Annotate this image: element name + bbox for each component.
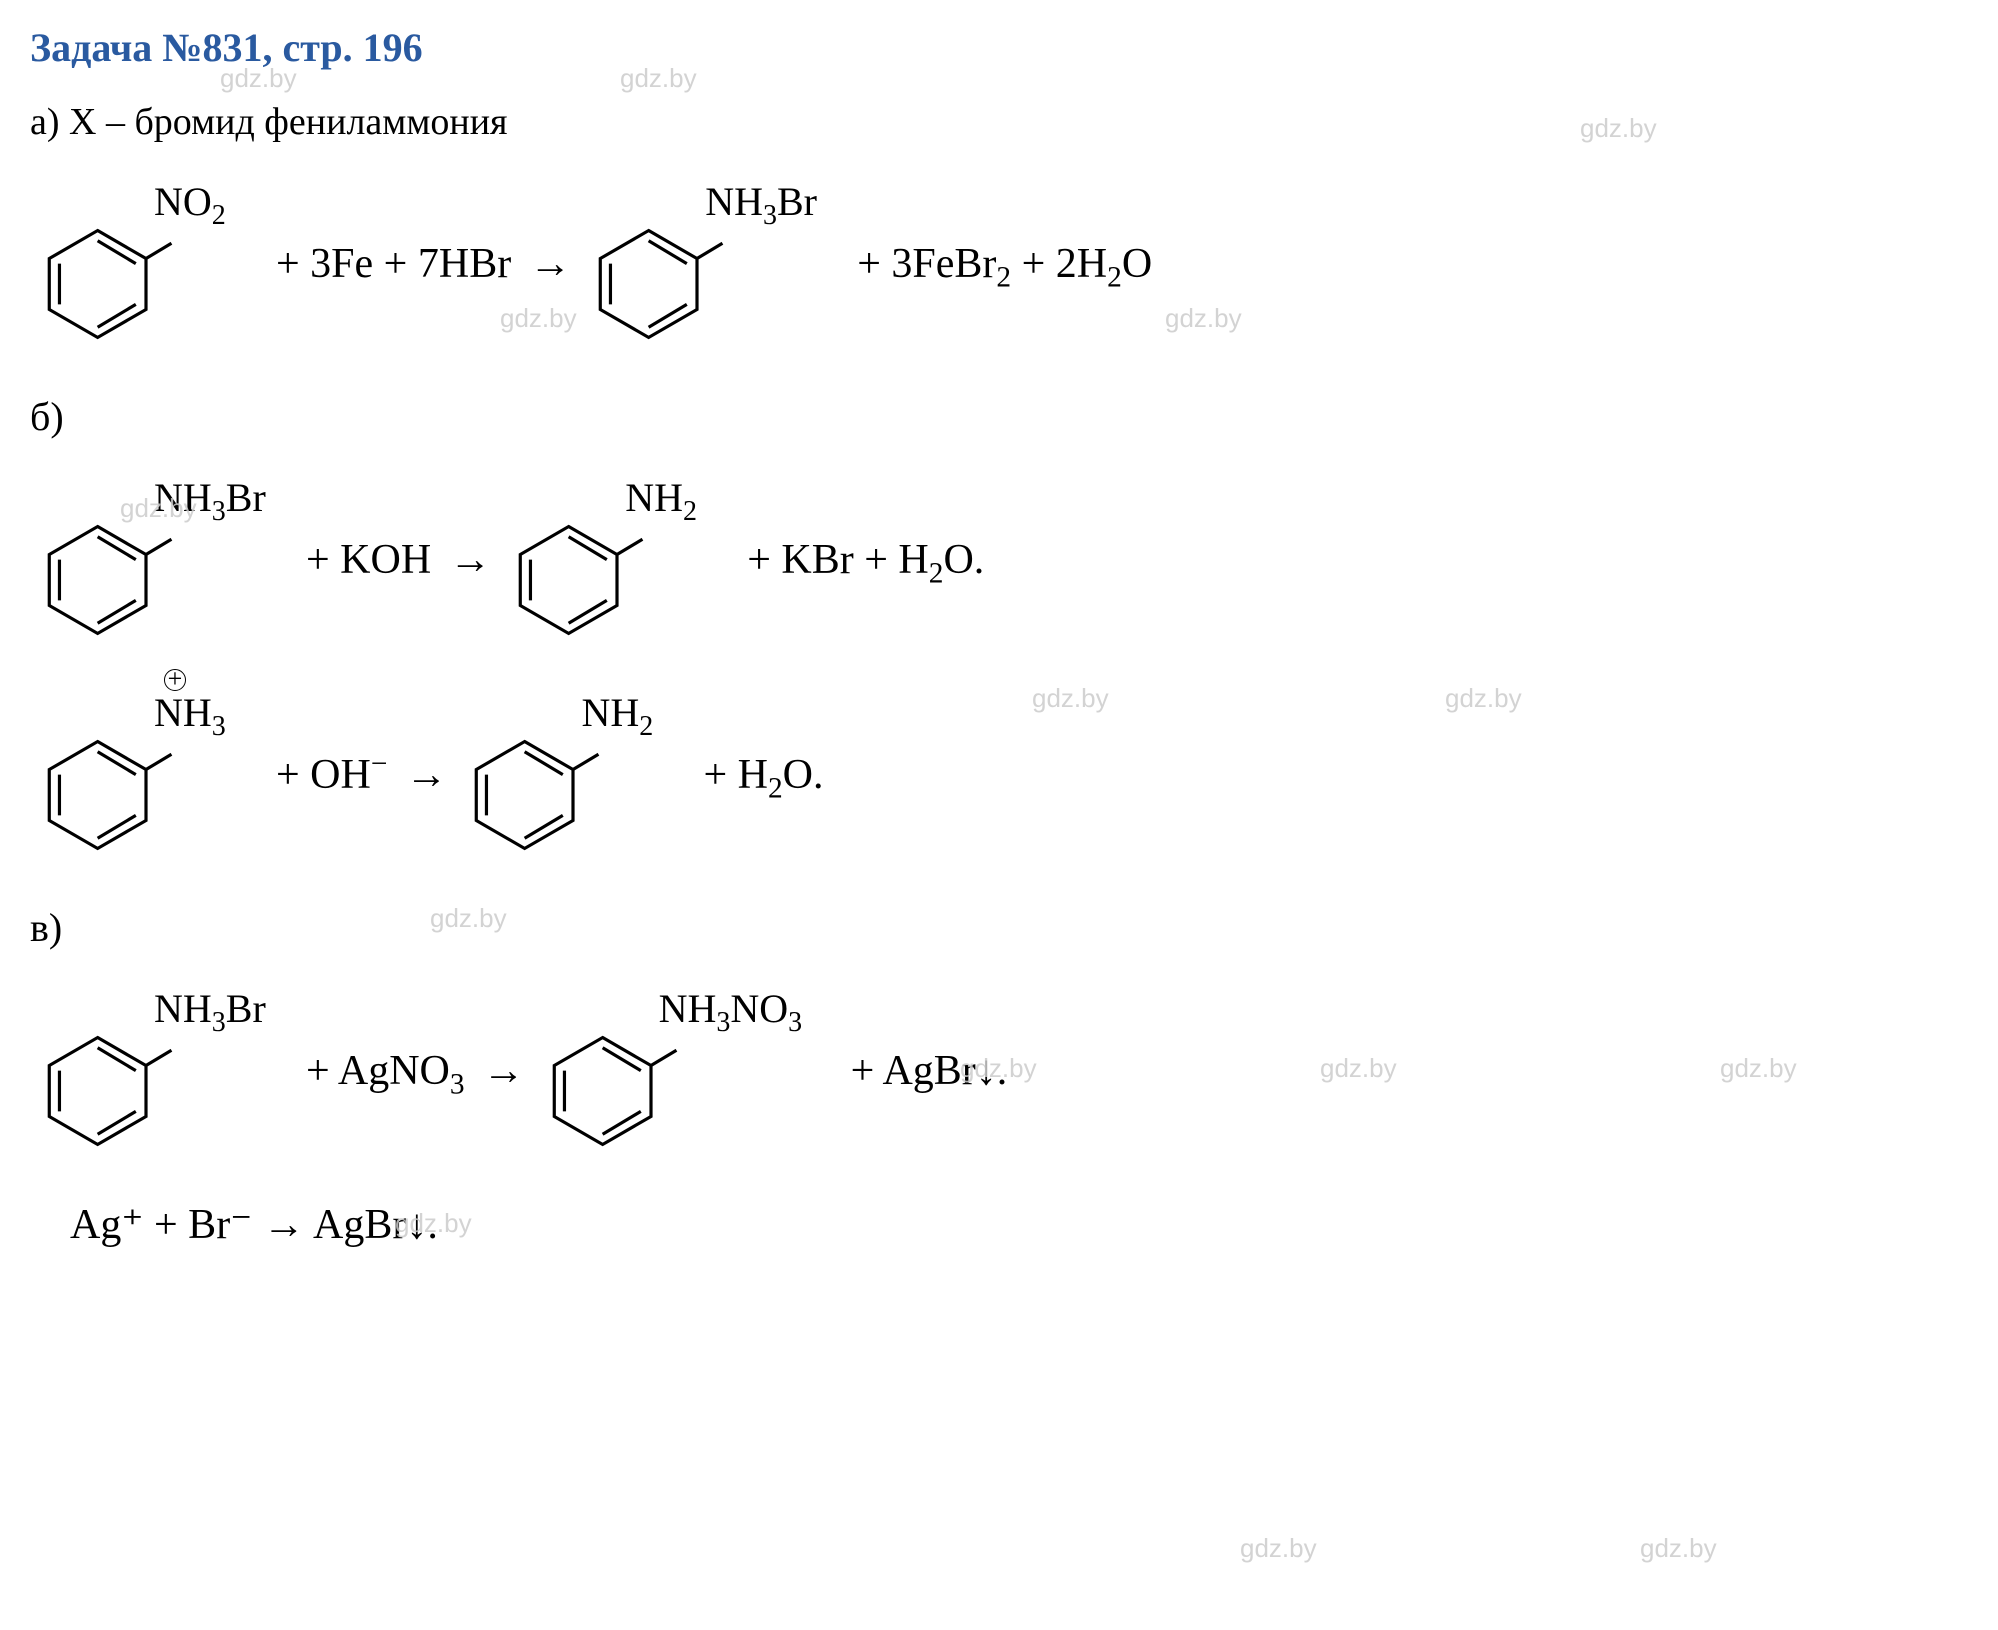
reaction-text: + H2O. — [703, 746, 823, 805]
benzene-ring-icon — [461, 725, 601, 865]
benzene-nh2: NH2 — [461, 685, 691, 865]
page-title: Задача №831, стр. 196 — [30, 20, 1968, 76]
benzene-nh2: NH2 — [505, 470, 735, 650]
arrow-icon: → — [405, 746, 447, 805]
benzene-ring-icon — [505, 510, 645, 650]
benzene-ring-icon — [585, 214, 725, 354]
equation-b2: + NH3 + OH− → NH2 + H2O. — [30, 685, 1968, 865]
section-c-label: в) — [30, 900, 1968, 956]
substituent-label: NH3 — [154, 685, 226, 741]
page-root: Задача №831, стр. 196 а) X – бромид фени… — [0, 0, 1998, 1630]
benzene-nh3-cation: + NH3 — [34, 685, 264, 865]
equation-c2: Ag⁺ + Br⁻ → AgBr↓. — [70, 1196, 1968, 1255]
benzene-ring-icon — [34, 214, 174, 354]
substituent-label: NH3Br — [154, 470, 266, 526]
equation-a: NO2 + 3Fe + 7HBr → NH3Br + 3FeBr2 + 2H2O — [30, 174, 1968, 354]
substituent-label: NH3Br — [154, 981, 266, 1037]
reaction-text: + 3FeBr2 + 2H2O — [857, 235, 1152, 294]
benzene-nh3br: NH3Br — [585, 174, 845, 354]
equation-c1: NH3Br + AgNO3 → NH3NO3 + AgBr↓. — [30, 981, 1968, 1161]
watermark-text: gdz.by — [1240, 1530, 1317, 1566]
reaction-text: + 3Fe + 7HBr — [276, 235, 511, 294]
reaction-text: + AgNO3 — [306, 1042, 465, 1101]
substituent-label: NH2 — [581, 685, 653, 741]
substituent-label: NH3Br — [705, 174, 817, 230]
arrow-icon: → — [529, 235, 571, 294]
equation-b1: NH3Br + KOH → NH2 + KBr + H2O. — [30, 470, 1968, 650]
reaction-text: + AgBr↓. — [851, 1042, 1008, 1101]
arrow-icon: → — [483, 1042, 525, 1101]
benzene-nh3br: NH3Br — [34, 981, 294, 1161]
reaction-text: + KOH — [306, 531, 431, 590]
benzene-ring-icon — [34, 510, 174, 650]
benzene-ring-icon — [34, 1021, 174, 1161]
section-b-label: б) — [30, 389, 1968, 445]
benzene-nh3no3: NH3NO3 — [539, 981, 839, 1161]
reaction-text: + OH− — [276, 746, 387, 805]
section-a-label: а) X – бромид фениламмония — [30, 96, 1968, 149]
arrow-icon: → — [449, 531, 491, 590]
watermark-text: gdz.by — [1640, 1530, 1717, 1566]
substituent-label: NH3NO3 — [659, 981, 803, 1037]
reaction-text: + KBr + H2O. — [747, 531, 984, 590]
benzene-ring-icon — [539, 1021, 679, 1161]
benzene-nh3br: NH3Br — [34, 470, 294, 650]
substituent-label: NO2 — [154, 174, 226, 230]
substituent-label: NH2 — [625, 470, 697, 526]
benzene-ring-icon — [34, 725, 174, 865]
benzene-nitro: NO2 — [34, 174, 264, 354]
